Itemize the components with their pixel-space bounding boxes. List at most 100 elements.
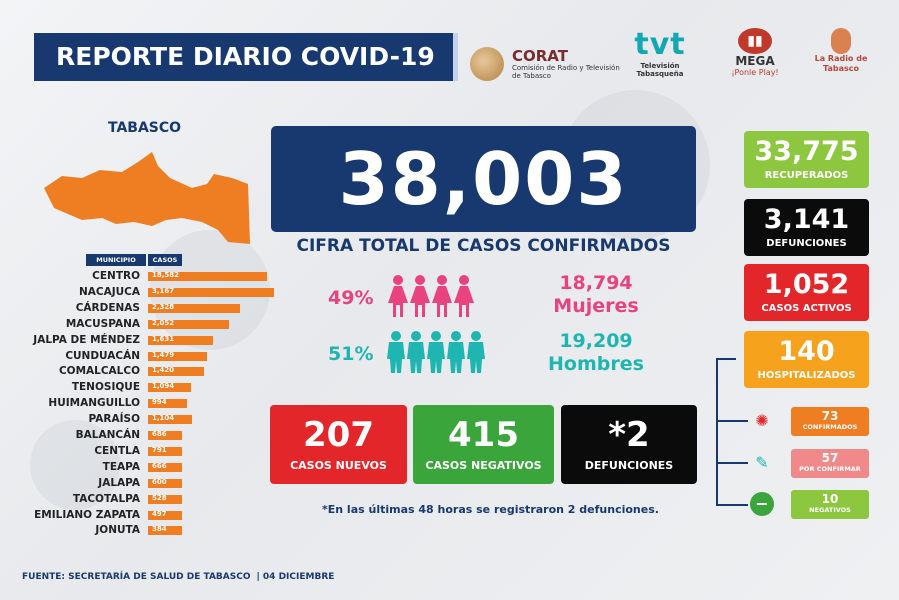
mega-logo: ▮▮ MEGA ¡Ponle Play! xyxy=(725,28,785,84)
men-value: 19,209 xyxy=(559,330,633,352)
minus-circle-icon: − xyxy=(750,492,774,516)
municipio-value: 1,479 xyxy=(152,350,175,359)
municipio-label: JALPA DE MÉNDEZ xyxy=(33,333,140,346)
new-cases-value: 207 xyxy=(303,415,374,455)
municipio-bar xyxy=(148,399,188,409)
municipio-column-header: MUNICIPIO xyxy=(86,254,146,266)
deaths-box: 3,141 DEFUNCIONES xyxy=(744,199,869,256)
negative-hospital-value: 10 xyxy=(821,492,839,506)
radio-subtitle: La Radio de Tabasco xyxy=(814,54,868,73)
tvt-name: tvt xyxy=(634,27,686,62)
municipio-value: 18,582 xyxy=(152,271,180,279)
municipio-bar xyxy=(148,367,205,377)
municipio-value: 3,167 xyxy=(152,286,175,295)
municipio-value: 686 xyxy=(152,430,167,438)
negative-cases-value: 415 xyxy=(448,415,519,455)
municipio-label: JONUTA xyxy=(95,524,140,537)
municipio-label: TENOSIQUE xyxy=(71,381,140,394)
man-icon xyxy=(426,331,446,377)
municipio-label: CENTLA xyxy=(94,444,140,457)
pending-hospital-box: 57 POR CONFIRMAR xyxy=(791,449,869,478)
daily-deaths-label: DEFUNCIONES xyxy=(584,459,674,472)
tvt-logo: tvt Televisión Tabasqueña xyxy=(625,28,695,84)
new-cases-box: 207 CASOS NUEVOS xyxy=(270,405,407,484)
confirmed-hospital-box: 73 CONFIRMADOS xyxy=(791,407,869,436)
pending-hospital-value: 57 xyxy=(821,451,839,465)
negative-cases-label: CASOS NEGATIVOS xyxy=(425,459,542,472)
tvt-subtitle: Televisión Tabasqueña xyxy=(636,62,684,78)
municipio-label: TACOTALPA xyxy=(72,492,140,505)
municipio-label: HUIMANGUILLO xyxy=(48,397,140,410)
confirmed-hospital-label: CONFIRMADOS xyxy=(802,423,858,431)
women-label: Mujeres xyxy=(553,295,639,317)
microphone-icon xyxy=(831,28,851,54)
recovered-label: RECUPERADOS xyxy=(764,170,849,181)
municipio-value: 2,328 xyxy=(152,302,175,311)
pending-hospital-label: POR CONFIRMAR xyxy=(799,465,861,473)
municipio-bar xyxy=(148,510,182,520)
radio-logo: La Radio de Tabasco xyxy=(808,28,874,84)
municipio-value: 600 xyxy=(152,477,167,486)
municipio-bar xyxy=(148,415,192,425)
corat-logo: CORAT Comisión de Radio y Televisión de … xyxy=(470,45,620,85)
municipio-label: CENTRO xyxy=(92,270,140,282)
confirmed-hospital-value: 73 xyxy=(821,409,839,423)
total-cases-label: CIFRA TOTAL DE CASOS CONFIRMADOS xyxy=(296,236,671,256)
municipio-bar xyxy=(148,478,182,488)
negative-cases-box: 415 CASOS NEGATIVOS xyxy=(413,405,554,484)
casos-column-header: CASOS xyxy=(148,254,182,266)
woman-icon xyxy=(410,275,430,321)
municipio-bar xyxy=(148,383,192,393)
report-title: REPORTE DIARIO COVID-19 xyxy=(34,33,458,81)
municipio-label: MACUSPANA xyxy=(65,317,140,330)
municipio-bar xyxy=(148,446,182,456)
municipio-value: 1,104 xyxy=(152,414,175,423)
corat-name: CORAT xyxy=(512,47,568,65)
municipio-bar xyxy=(148,303,241,313)
man-icon xyxy=(466,331,486,377)
active-cases-value: 1,052 xyxy=(763,269,850,300)
municipio-bar xyxy=(148,351,207,361)
woman-icon xyxy=(454,275,474,321)
municipio-label: CUNDUACÁN xyxy=(65,349,140,362)
tabasco-map xyxy=(44,152,250,244)
mega-subtitle: ¡Ponle Play! xyxy=(731,68,779,77)
virus-icon: ✺ xyxy=(755,411,769,430)
deaths-value: 3,141 xyxy=(763,204,850,235)
municipio-label: PARAÍSO xyxy=(88,413,140,426)
man-icon xyxy=(406,331,426,377)
municipio-bar xyxy=(148,319,230,329)
source-footer: FUENTE: SECRETARÍA DE SALUD DE TABASCO | … xyxy=(22,572,334,582)
bracket-tick xyxy=(716,504,748,506)
mega-name: MEGA xyxy=(735,54,775,68)
background-virus-shape xyxy=(30,420,120,510)
municipio-bar xyxy=(148,494,182,504)
active-cases-box: 1,052 CASOS ACTIVOS xyxy=(744,264,869,321)
municipio-value: 666 xyxy=(152,461,167,470)
municipio-bar xyxy=(148,272,267,281)
hospitalized-value: 140 xyxy=(778,336,835,367)
mega-mark-icon: ▮▮ xyxy=(738,28,772,54)
municipio-label: TEAPA xyxy=(102,460,140,473)
municipio-bar xyxy=(148,462,182,472)
municipio-value: 994 xyxy=(152,398,167,407)
footnote: *En las últimas 48 horas se registraron … xyxy=(322,503,659,516)
hospitalized-box: 140 HOSPITALIZADOS xyxy=(744,331,869,388)
bracket-tick xyxy=(716,420,748,422)
municipio-value: 1,094 xyxy=(152,382,175,391)
source-text: FUENTE: SECRETARÍA DE SALUD DE TABASCO xyxy=(22,572,251,582)
municipio-value: 384 xyxy=(152,525,167,534)
municipio-value: 2,052 xyxy=(152,318,175,327)
state-label: TABASCO xyxy=(108,120,182,136)
municipio-value: 497 xyxy=(152,509,167,518)
man-icon xyxy=(446,331,466,377)
hospitalized-bracket xyxy=(716,358,736,506)
total-cases-value: 38,003 xyxy=(271,126,696,232)
woman-icon xyxy=(432,275,452,321)
recovered-value: 33,775 xyxy=(754,136,859,167)
woman-icon xyxy=(388,275,408,321)
negative-hospital-box: 10 NEGATIVOS xyxy=(791,490,869,519)
women-count: 18,794 Mujeres xyxy=(541,272,651,318)
municipio-label: CÁRDENAS xyxy=(75,301,140,314)
